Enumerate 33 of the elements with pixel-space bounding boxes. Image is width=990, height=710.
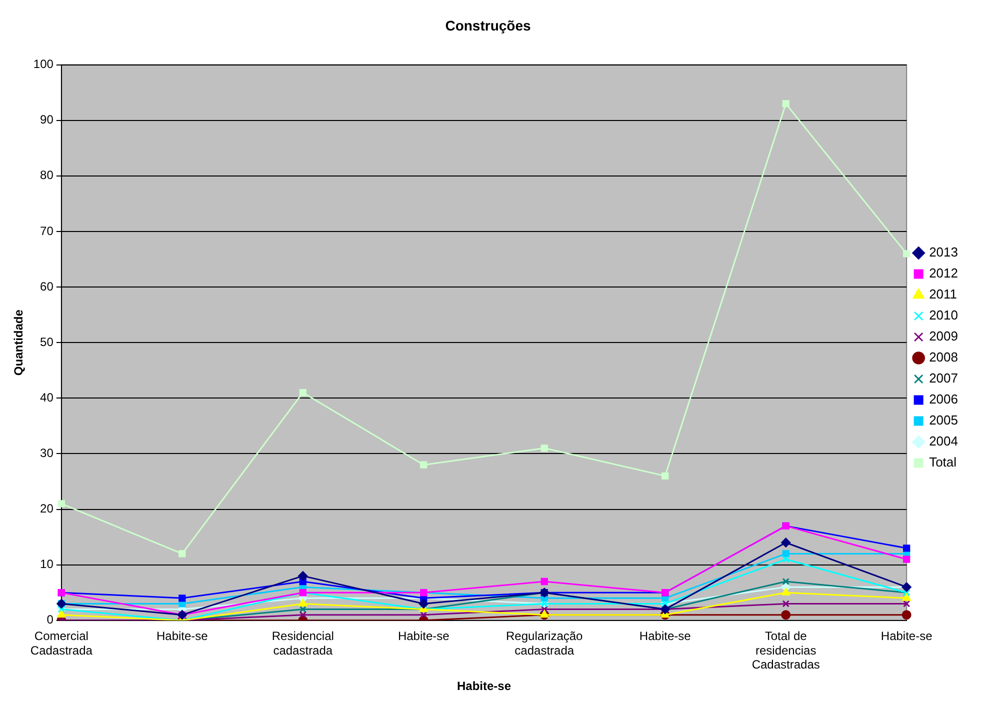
- x-tick-label: Total de residencias Cadastradas: [752, 628, 820, 672]
- legend-label: 2005: [929, 412, 958, 428]
- legend-label: 2012: [929, 266, 958, 281]
- y-tick-label: 0: [46, 612, 54, 627]
- x-tick-label: Habite-se: [639, 628, 692, 643]
- y-tick-label: 100: [33, 57, 54, 72]
- y-axis-title: Quantidade: [12, 309, 26, 376]
- legend-label: 2013: [929, 244, 958, 260]
- x-tick-label: Habite-se: [880, 628, 933, 643]
- x-tick-label: Habite-se: [156, 628, 208, 643]
- x-tick-label: Habite-se: [398, 628, 450, 643]
- y-tick-label: 10: [40, 557, 54, 572]
- legend-label: 2008: [929, 350, 958, 365]
- y-tick-label: 70: [40, 224, 54, 238]
- legend-label: 2006: [929, 392, 958, 407]
- legend-label: 2010: [929, 308, 958, 323]
- x-axis-title: Habite-se: [456, 679, 512, 694]
- y-tick-label: 30: [40, 446, 54, 460]
- chart-title: Construções: [445, 17, 531, 34]
- y-tick-label: 50: [40, 334, 54, 349]
- y-tick-label: 90: [40, 112, 54, 127]
- y-tick-label: 40: [40, 390, 54, 404]
- legend-label: 2004: [929, 434, 958, 449]
- y-tick-label: 20: [40, 502, 54, 516]
- x-tick-label: Comercial Cadastrada: [30, 628, 93, 658]
- legend-label: 2011: [929, 286, 958, 302]
- legend-label: 2009: [929, 328, 958, 344]
- x-tick-label: Regularização cadastrada: [506, 628, 584, 658]
- legend-label: 2007: [929, 370, 958, 386]
- x-tick-label: Residencial cadastrada: [272, 628, 334, 658]
- y-tick-label: 60: [40, 279, 54, 294]
- y-tick-label: 80: [40, 168, 54, 182]
- legend-label: Total: [929, 454, 957, 470]
